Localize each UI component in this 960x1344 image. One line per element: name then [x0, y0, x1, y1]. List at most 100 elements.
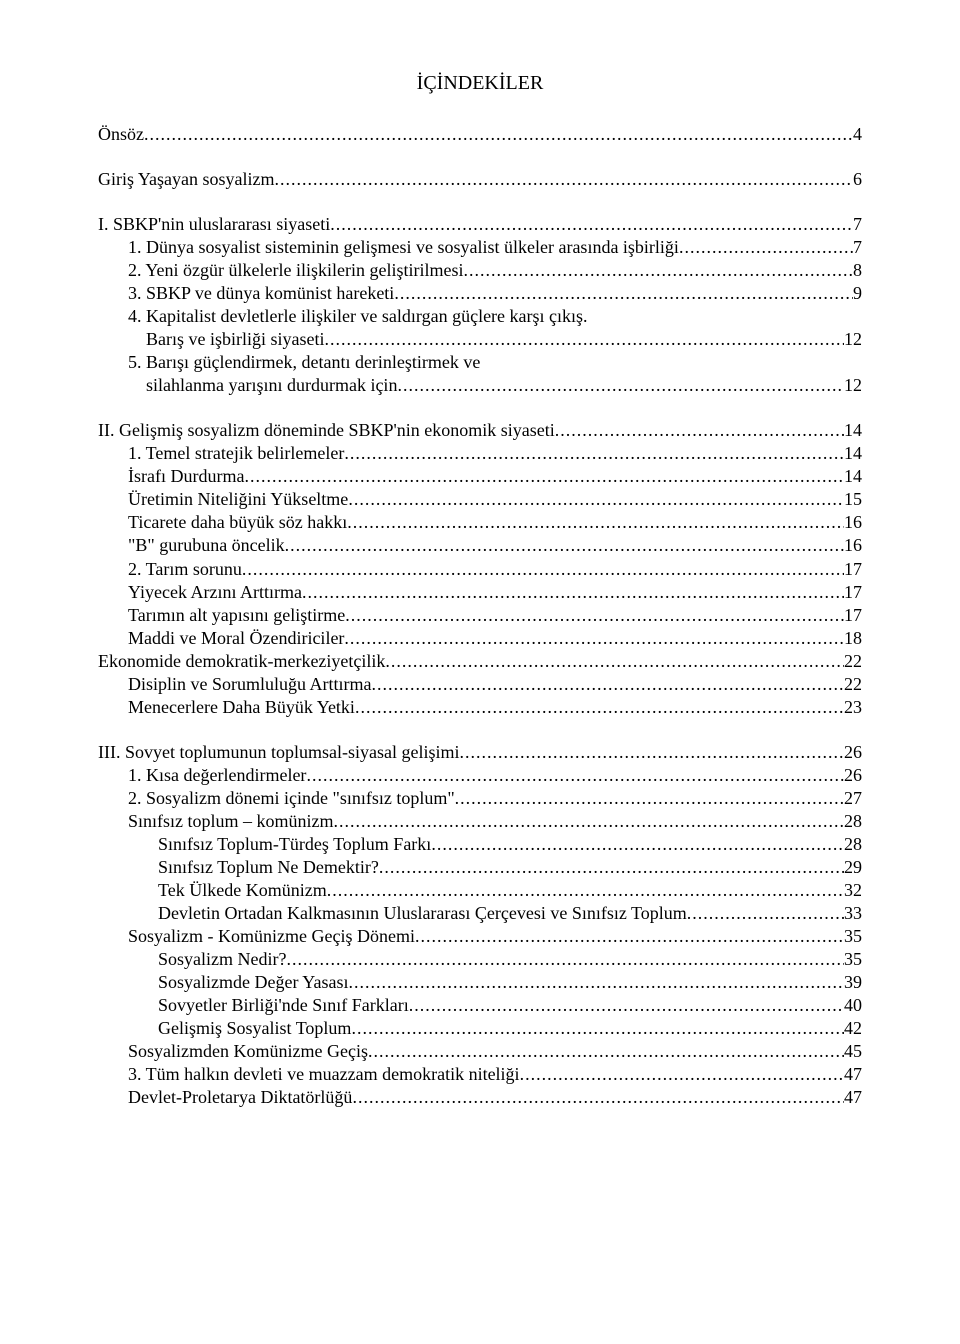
- toc-label: Sosyalizmden Komünizme Geçiş: [128, 1040, 368, 1063]
- toc-page-number: 12: [844, 374, 862, 397]
- toc-label: 1. Temel stratejik belirlemeler: [128, 442, 344, 465]
- toc-page-number: 15: [844, 488, 862, 511]
- toc-label: Tek Ülkede Komünizm: [158, 879, 327, 902]
- toc-row: Tek Ülkede Komünizm 32: [98, 879, 862, 902]
- toc-gap: [98, 146, 862, 168]
- toc-leader-dots: [348, 488, 844, 511]
- toc-leader-dots: [397, 374, 844, 397]
- toc-row: 3. Tüm halkın devleti ve muazzam demokra…: [98, 1063, 862, 1086]
- table-of-contents: Önsöz4Giriş Yaşayan sosyalizm6I. SBKP'ni…: [98, 123, 862, 1109]
- toc-page-number: 42: [844, 1017, 862, 1040]
- toc-leader-dots: [372, 673, 845, 696]
- toc-page-number: 17: [844, 581, 862, 604]
- toc-row: Menecerlere Daha Büyük Yetki23: [98, 696, 862, 719]
- toc-label: Maddi ve Moral Özendiriciler: [128, 627, 344, 650]
- toc-label: Yiyecek Arzını Arttırma: [128, 581, 302, 604]
- toc-leader-dots: [520, 1063, 844, 1086]
- toc-page-number: 14: [844, 419, 862, 442]
- toc-leader-dots: [347, 511, 844, 534]
- toc-leader-dots: [324, 328, 844, 351]
- toc-leader-dots: [334, 810, 845, 833]
- toc-label: Önsöz: [98, 123, 144, 146]
- toc-label: Sınıfsız Toplum Ne Demektir?: [158, 856, 379, 879]
- toc-page-number: 45: [844, 1040, 862, 1063]
- toc-page-number: 7: [853, 236, 862, 259]
- toc-page-number: 27: [844, 787, 862, 810]
- toc-page-number: 16: [844, 511, 862, 534]
- toc-page-number: 9: [853, 282, 862, 305]
- toc-leader-dots: [275, 168, 854, 191]
- toc-row: silahlanma yarışını durdurmak için12: [98, 374, 862, 397]
- toc-leader-dots: [555, 419, 844, 442]
- toc-label: 3. Tüm halkın devleti ve muazzam demokra…: [128, 1063, 520, 1086]
- toc-page-number: 28: [844, 810, 862, 833]
- toc-leader-dots: [409, 994, 844, 1017]
- toc-row: 1. Temel stratejik belirlemeler14: [98, 442, 862, 465]
- toc-label: Tarımın alt yapısını geliştirme: [128, 604, 345, 627]
- toc-page-number: 16: [844, 534, 862, 557]
- toc-page-number: 28: [844, 833, 862, 856]
- toc-label: 5. Barışı güçlendirmek, detantı derinleş…: [128, 351, 480, 374]
- toc-row: 2. Sosyalizm dönemi içinde "sınıfsız top…: [98, 787, 862, 810]
- toc-leader-dots: [286, 948, 844, 971]
- toc-label: 2. Tarım sorunu: [128, 558, 242, 581]
- toc-label: 3. SBKP ve dünya komünist hareketi: [128, 282, 394, 305]
- toc-row: Tarımın alt yapısını geliştirme 17: [98, 604, 862, 627]
- toc-leader-dots: [385, 650, 844, 673]
- toc-leader-dots: [431, 833, 844, 856]
- toc-page-number: 7: [853, 213, 862, 236]
- toc-page-number: 47: [844, 1063, 862, 1086]
- toc-row: Sovyetler Birliği'nde Sınıf Farkları40: [98, 994, 862, 1017]
- toc-label: Barış ve işbirliği siyaseti: [128, 328, 324, 351]
- toc-label: Sosyalizm - Komünizme Geçiş Dönemi: [128, 925, 415, 948]
- toc-page-number: 18: [844, 627, 862, 650]
- toc-row: III. Sovyet toplumunun toplumsal-siyasal…: [98, 741, 862, 764]
- toc-label: Sosyalizmde Değer Yasası: [158, 971, 348, 994]
- toc-row: 2. Tarım sorunu17: [98, 558, 862, 581]
- toc-row: 4. Kapitalist devletlerle ilişkiler ve s…: [98, 305, 862, 328]
- toc-leader-dots: [463, 259, 853, 282]
- toc-label: "B" gurubuna öncelik: [128, 534, 285, 557]
- toc-row: Sınıfsız Toplum Ne Demektir?29: [98, 856, 862, 879]
- document-page: İÇİNDEKİLER Önsöz4Giriş Yaşayan sosyaliz…: [0, 0, 960, 1344]
- toc-gap: [98, 191, 862, 213]
- toc-label: 1. Dünya sosyalist sisteminin gelişmesi …: [128, 236, 679, 259]
- toc-label: İsrafı Durdurma: [128, 465, 244, 488]
- toc-row: I. SBKP'nin uluslararası siyaseti7: [98, 213, 862, 236]
- toc-page-number: 8: [853, 259, 862, 282]
- toc-page-number: 39: [844, 971, 862, 994]
- toc-label: III. Sovyet toplumunun toplumsal-siyasal…: [98, 741, 459, 764]
- toc-row: İsrafı Durdurma 14: [98, 465, 862, 488]
- toc-label: 2. Yeni özgür ülkelerle ilişkilerin geli…: [128, 259, 463, 282]
- toc-leader-dots: [330, 213, 853, 236]
- toc-row: "B" gurubuna öncelik 16: [98, 534, 862, 557]
- toc-label: Disiplin ve Sorumluluğu Arttırma: [128, 673, 372, 696]
- toc-row: 2. Yeni özgür ülkelerle ilişkilerin geli…: [98, 259, 862, 282]
- toc-row: Devletin Ortadan Kalkmasının Uluslararas…: [98, 902, 862, 925]
- toc-row: Ticarete daha büyük söz hakkı 16: [98, 511, 862, 534]
- toc-page-number: 12: [844, 328, 862, 351]
- toc-label: Sosyalizm Nedir?: [158, 948, 286, 971]
- toc-label: Üretimin Niteliğini Yükseltme: [128, 488, 348, 511]
- toc-label: Devlet-Proletarya Diktatörlüğü: [128, 1086, 352, 1109]
- toc-row: Gelişmiş Sosyalist Toplum 42: [98, 1017, 862, 1040]
- toc-row: 3. SBKP ve dünya komünist hareketi 9: [98, 282, 862, 305]
- toc-label: Gelişmiş Sosyalist Toplum: [158, 1017, 351, 1040]
- toc-row: 1. Dünya sosyalist sisteminin gelişmesi …: [98, 236, 862, 259]
- toc-row: Sosyalizmden Komünizme Geçiş 45: [98, 1040, 862, 1063]
- toc-label: Sınıfsız toplum – komünizm: [128, 810, 334, 833]
- toc-leader-dots: [348, 971, 844, 994]
- toc-page-number: 32: [844, 879, 862, 902]
- toc-page-number: 17: [844, 604, 862, 627]
- toc-leader-dots: [244, 465, 844, 488]
- toc-label: Ticarete daha büyük söz hakkı: [128, 511, 347, 534]
- toc-leader-dots: [415, 925, 844, 948]
- toc-gap: [98, 719, 862, 741]
- toc-gap: [98, 397, 862, 419]
- toc-leader-dots: [302, 581, 844, 604]
- toc-page-number: 14: [844, 465, 862, 488]
- toc-leader-dots: [379, 856, 844, 879]
- toc-page-number: 33: [844, 902, 862, 925]
- toc-label: Menecerlere Daha Büyük Yetki: [128, 696, 355, 719]
- toc-row: Giriş Yaşayan sosyalizm6: [98, 168, 862, 191]
